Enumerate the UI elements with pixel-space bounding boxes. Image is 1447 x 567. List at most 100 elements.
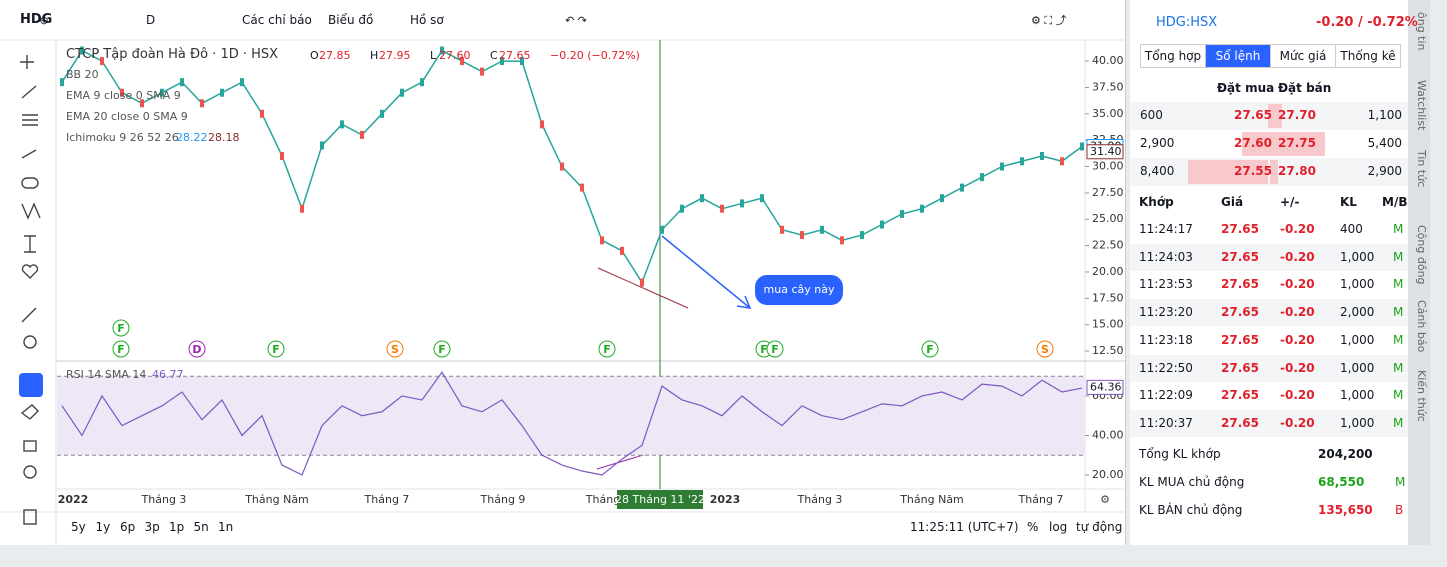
scale-option[interactable]: tự động bbox=[1076, 520, 1123, 534]
ask-price: 27.75 bbox=[1278, 136, 1316, 150]
trade-cell: M bbox=[1393, 415, 1404, 430]
ask-price: 27.80 bbox=[1278, 164, 1316, 178]
candle bbox=[720, 204, 724, 213]
event-label: F bbox=[117, 322, 125, 335]
trade-cell: M bbox=[1393, 222, 1404, 236]
y-tick-label: 15.00 bbox=[1092, 318, 1124, 331]
trade-cell: 11:23:53 bbox=[1139, 277, 1193, 292]
y-tick-label: 35.00 bbox=[1092, 107, 1124, 120]
ichimoku-value: 28.22 bbox=[176, 131, 208, 144]
rsi-line bbox=[61, 371, 1083, 476]
range-button[interactable]: 5y bbox=[71, 520, 86, 534]
y-tick-label: 17.50 bbox=[1092, 291, 1124, 304]
trade-row bbox=[1130, 243, 1408, 271]
panel-change: -0.20 / -0.72% bbox=[1316, 15, 1418, 30]
time-highlight-label: 28 Tháng 11 '22 bbox=[615, 493, 705, 506]
event-label: F bbox=[117, 343, 125, 356]
trade-cell: M bbox=[1393, 277, 1404, 292]
y-tick-label: 30.00 bbox=[1092, 160, 1124, 173]
range-button[interactable]: 5n bbox=[193, 520, 209, 534]
trades-header: Giá bbox=[1221, 195, 1244, 209]
trade-cell: M bbox=[1393, 305, 1404, 320]
candle bbox=[420, 78, 424, 87]
side-tab[interactable]: Cảnh báo bbox=[1415, 300, 1428, 353]
side-tab[interactable]: ông tin bbox=[1415, 12, 1428, 51]
price-tag bbox=[1086, 144, 1124, 160]
indicator-label: Ichimoku 9 26 52 26 bbox=[66, 131, 179, 144]
profile-button[interactable]: Hồ sơ bbox=[410, 13, 444, 27]
candle bbox=[1080, 142, 1084, 151]
ohlc-value: 27.65 bbox=[499, 49, 531, 62]
interval[interactable]: D bbox=[146, 13, 156, 27]
rsi-tag-label: 64.36 bbox=[1090, 380, 1122, 393]
candle bbox=[500, 57, 504, 66]
side-tab[interactable]: Tin tức bbox=[1415, 150, 1428, 188]
trade-cell: 11:20:37 bbox=[1139, 415, 1193, 430]
ask-depth bbox=[1270, 160, 1278, 184]
candle bbox=[920, 204, 924, 213]
bid-price: 27.55 bbox=[1234, 164, 1272, 178]
range-button[interactable]: 3p bbox=[144, 520, 160, 534]
candle bbox=[400, 88, 404, 97]
x-tick-label: Tháng 9 bbox=[480, 493, 526, 506]
ask-volume: 5,400 bbox=[1367, 136, 1402, 150]
event-label: S bbox=[391, 343, 399, 356]
candle bbox=[800, 231, 804, 240]
trade-cell: 2,000 bbox=[1340, 305, 1375, 320]
side-tab[interactable]: Cộng đồng bbox=[1415, 225, 1428, 285]
trades-header: M/B bbox=[1382, 195, 1408, 209]
chart-type-button[interactable]: Biểu đồ bbox=[328, 13, 374, 27]
indicators-button[interactable]: Các chỉ báo bbox=[242, 13, 312, 27]
trades-header: +/- bbox=[1280, 195, 1300, 209]
ohlc-label: H bbox=[370, 49, 379, 62]
chart: ⊕ ↶ ↷ ⚙ ⛶ ⤴ ⚙ 40.0037.5035.0032.5030.002… bbox=[0, 13, 1125, 545]
event-marker bbox=[112, 319, 130, 337]
y-tick-label: 20.00 bbox=[1092, 265, 1124, 278]
y-tick-label: 37.50 bbox=[1092, 80, 1124, 93]
tab[interactable]: Thống kê bbox=[1335, 44, 1401, 68]
range-button[interactable]: 6p bbox=[120, 520, 136, 534]
range-button[interactable]: 1n bbox=[218, 520, 234, 534]
tab[interactable]: Tổng hợp bbox=[1140, 44, 1206, 68]
ask-depth bbox=[1270, 132, 1325, 156]
indicator-label: EMA 20 close 0 SMA 9 bbox=[66, 110, 188, 123]
x-tick-label: 2023 bbox=[710, 493, 741, 506]
x-tick-label: Tháng bbox=[585, 493, 620, 506]
y-tick-label: 40.00 bbox=[1092, 54, 1124, 67]
rsi-title: RSI 14 SMA 14 bbox=[66, 368, 146, 381]
candle bbox=[140, 99, 144, 108]
candle bbox=[160, 88, 164, 97]
range-button[interactable]: 1p bbox=[169, 520, 185, 534]
x-tick-label: Tháng Năm bbox=[244, 493, 309, 506]
event-label: F bbox=[760, 343, 768, 356]
event-marker bbox=[386, 340, 404, 358]
side-tab[interactable]: Kiến thức bbox=[1415, 370, 1428, 422]
candle bbox=[560, 162, 564, 171]
tab[interactable]: Mức giá bbox=[1270, 44, 1336, 68]
scale-option[interactable]: log bbox=[1049, 520, 1068, 534]
x-tick-label: Tháng 3 bbox=[797, 493, 843, 506]
candle bbox=[280, 151, 284, 160]
event-label: F bbox=[272, 343, 280, 356]
candle bbox=[580, 183, 584, 192]
summary-value: 204,200 bbox=[1318, 447, 1373, 461]
scale-option[interactable]: % bbox=[1027, 520, 1039, 534]
trade-cell: 11:23:18 bbox=[1139, 332, 1193, 347]
candle bbox=[780, 225, 784, 234]
tab[interactable]: Sổ lệnh bbox=[1205, 44, 1271, 68]
candle bbox=[320, 141, 324, 150]
candle bbox=[1060, 157, 1064, 166]
ask-depth bbox=[1270, 104, 1282, 128]
candle bbox=[520, 57, 524, 66]
candle bbox=[880, 220, 884, 229]
bid-volume: 8,400 bbox=[1140, 164, 1175, 178]
bid-price: 27.60 bbox=[1234, 136, 1272, 150]
candle bbox=[700, 194, 704, 203]
x-tick-label: Tháng 7 bbox=[364, 493, 410, 506]
side-tab[interactable]: Watchlist bbox=[1415, 80, 1428, 131]
book-row bbox=[1130, 158, 1408, 186]
bid-volume: 600 bbox=[1140, 108, 1163, 122]
range-button[interactable]: 1y bbox=[95, 520, 111, 534]
candle bbox=[440, 46, 444, 55]
trade-cell: M bbox=[1393, 388, 1404, 403]
